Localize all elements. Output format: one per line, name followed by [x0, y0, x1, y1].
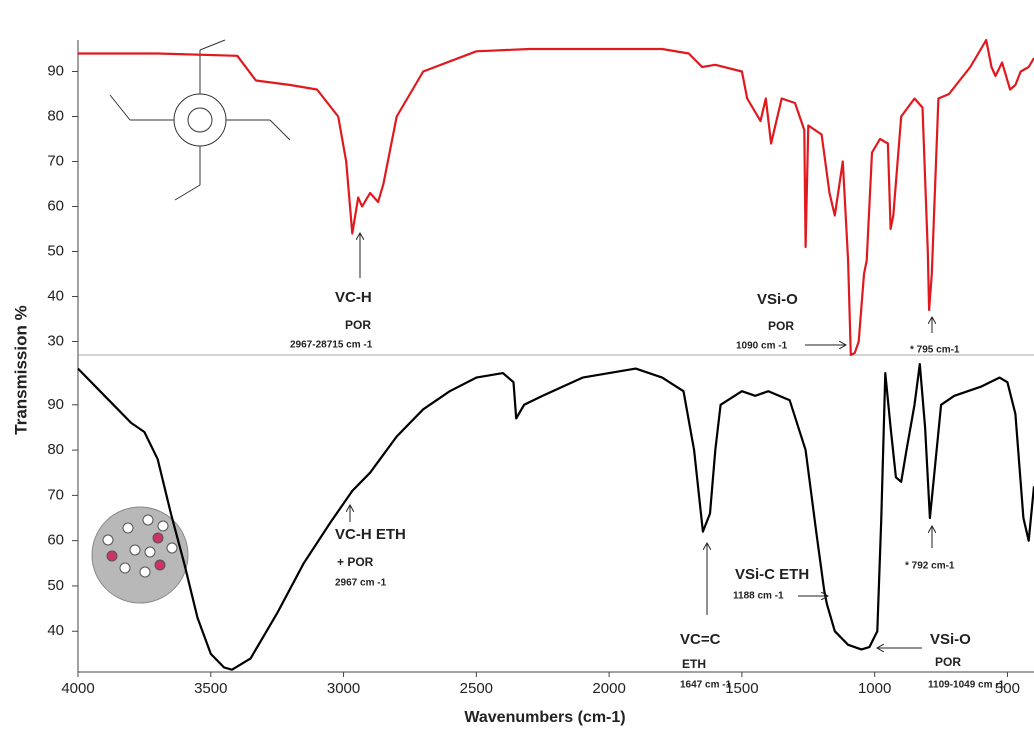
- annotation: VC=C: [680, 631, 721, 648]
- annotation: POR: [345, 318, 371, 332]
- annotation: VSi-O: [930, 631, 971, 648]
- annotation: VC-H ETH: [335, 526, 406, 543]
- y-axis-label: Transmission %: [11, 305, 30, 434]
- annotation: 2967-28715 cm -1: [290, 340, 373, 351]
- annotation: VSi-C ETH: [735, 566, 809, 583]
- x-tick-label: 2500: [460, 680, 493, 697]
- y-tick-label: 70: [47, 486, 64, 503]
- annotation: 1188 cm -1: [733, 591, 784, 602]
- x-tick-label: 1500: [725, 680, 758, 697]
- annotation: 2967 cm -1: [335, 578, 387, 589]
- x-tick-label: 4000: [61, 680, 94, 697]
- molecule-icon: [109, 39, 291, 201]
- spectrum-line: [78, 38, 1034, 357]
- annotation: * 792 cm-1: [905, 561, 955, 572]
- y-tick-label: 60: [47, 197, 64, 214]
- annotation: ETH: [682, 657, 706, 671]
- y-tick-label: 80: [47, 107, 64, 124]
- annotation: VC-H: [335, 289, 372, 306]
- annotation: + POR: [337, 555, 374, 569]
- x-tick-label: 3000: [327, 680, 360, 697]
- y-tick-label: 50: [47, 577, 64, 594]
- y-tick-label: 50: [47, 242, 64, 259]
- annotation: VSi-O: [757, 291, 798, 308]
- y-tick-label: 70: [47, 152, 64, 169]
- y-tick-label: 40: [47, 287, 64, 304]
- nanoparticle-icon: [91, 506, 189, 604]
- x-tick-label: 3500: [194, 680, 227, 697]
- x-axis-label: Wavenumbers (cm-1): [464, 709, 625, 726]
- x-tick-label: 500: [995, 680, 1020, 697]
- spectrum-line: [77, 363, 1034, 671]
- y-tick-label: 30: [47, 332, 64, 349]
- y-tick-label: 40: [47, 622, 64, 639]
- annotation: POR: [935, 655, 961, 669]
- annotation: POR: [768, 319, 794, 333]
- y-tick-label: 90: [47, 62, 64, 79]
- y-tick-label: 80: [47, 441, 64, 458]
- x-tick-label: 2000: [592, 680, 625, 697]
- annotation: * 795 cm-1: [910, 345, 960, 356]
- annotation: 1090 cm -1: [736, 341, 788, 352]
- x-tick-label: 1000: [858, 680, 891, 697]
- annotation: 1647 cm -1: [680, 680, 732, 691]
- y-tick-label: 90: [47, 396, 64, 413]
- annotation: 1109-1049 cm -1: [928, 680, 1005, 691]
- y-tick-label: 60: [47, 532, 64, 549]
